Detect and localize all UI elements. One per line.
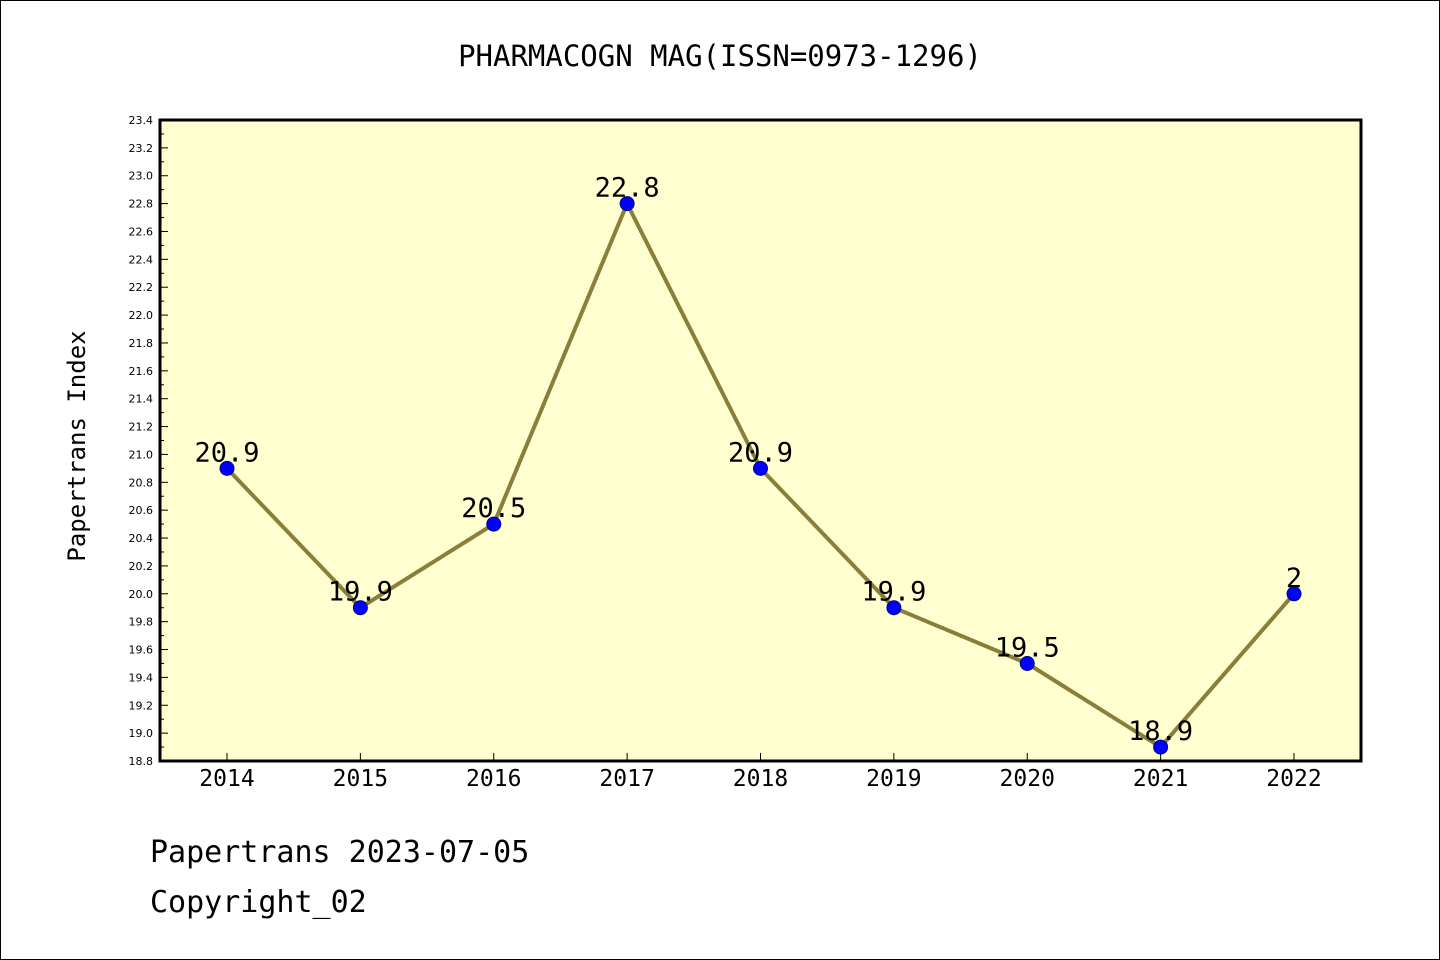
y-tick-label: 22.8 <box>129 198 154 211</box>
x-tick-label: 2015 <box>333 766 388 792</box>
y-tick-label: 23.4 <box>129 114 154 127</box>
data-point <box>219 460 235 476</box>
footer-copyright: Copyright_02 <box>150 885 367 920</box>
y-tick-label: 21.6 <box>129 365 154 378</box>
data-point <box>1286 586 1302 602</box>
y-tick-label: 19.2 <box>129 699 154 712</box>
x-tick-label: 2016 <box>466 766 521 792</box>
y-tick-label: 21.2 <box>129 421 154 434</box>
data-label: 20.5 <box>461 493 526 524</box>
y-tick-label: 22.0 <box>129 309 154 322</box>
data-labels: 20.9 19.9 20.5 22.8 20.9 19.9 19.5 18.9 2 <box>194 173 1302 747</box>
data-point <box>886 600 902 616</box>
y-tick-label: 22.2 <box>129 281 154 294</box>
y-tick-label: 19.8 <box>129 616 154 629</box>
y-tick-label: 21.8 <box>129 337 154 350</box>
y-tick-label: 18.8 <box>129 755 154 768</box>
x-tick-label: 2018 <box>733 766 788 792</box>
x-tick-label: 2019 <box>866 766 921 792</box>
data-point <box>619 196 635 212</box>
chart-title: PHARMACOGN MAG(ISSN=0973-1296) <box>458 39 982 73</box>
x-tick-label: 2020 <box>1000 766 1055 792</box>
data-label: 20.9 <box>728 437 793 468</box>
x-tick-label: 2014 <box>199 766 254 792</box>
data-label: 18.9 <box>1128 716 1193 747</box>
data-label: 22.8 <box>595 173 660 204</box>
y-tick-label: 20.0 <box>129 588 154 601</box>
y-tick-label: 22.4 <box>129 253 154 266</box>
plot-area <box>158 118 1363 763</box>
y-tick-label: 23.2 <box>129 142 154 155</box>
x-axis: 2014 2015 2016 2017 2018 2019 2020 2021 2022 <box>199 753 1322 792</box>
data-point <box>1153 739 1169 755</box>
series-markers <box>219 196 1302 755</box>
data-label: 20.9 <box>194 437 259 468</box>
y-tick-label: 19.6 <box>129 644 154 657</box>
y-tick-label: 22.6 <box>129 225 154 238</box>
y-tick-label: 20.4 <box>129 532 154 545</box>
y-tick-label: 20.6 <box>129 504 154 517</box>
data-label: 19.9 <box>328 577 393 608</box>
y-axis: 18.8 19.0 19.2 19.4 19.6 19.8 20.0 20.2 20.4 20.6… <box>129 114 168 768</box>
y-tick-label: 21.0 <box>129 448 154 461</box>
data-label: 2 <box>1286 563 1302 594</box>
data-label: 19.9 <box>861 577 926 608</box>
y-tick-label: 20.8 <box>129 476 154 489</box>
footer-date: Papertrans 2023-07-05 <box>150 835 530 870</box>
x-tick-label: 2022 <box>1266 766 1321 792</box>
y-tick-label: 23.0 <box>129 170 154 183</box>
x-tick-label: 2017 <box>599 766 654 792</box>
y-tick-label: 21.4 <box>129 393 154 406</box>
data-point <box>753 460 768 476</box>
y-axis-label: Papertrans Index <box>63 330 91 561</box>
data-point <box>352 600 368 616</box>
x-tick-label: 2021 <box>1133 766 1188 792</box>
data-point <box>1019 655 1035 671</box>
data-point <box>486 516 502 532</box>
y-tick-label: 20.2 <box>129 560 154 573</box>
y-tick-label: 19.0 <box>129 727 154 740</box>
y-tick-label: 19.4 <box>129 671 154 684</box>
data-label: 19.5 <box>995 632 1060 663</box>
